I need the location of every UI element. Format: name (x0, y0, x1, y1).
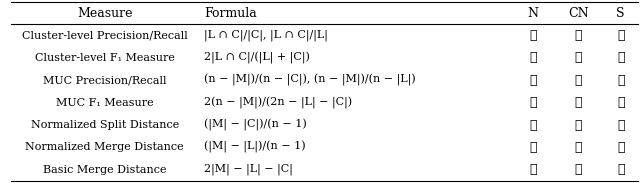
Text: ✗: ✗ (575, 163, 582, 176)
Text: Cluster-level Precision/Recall: Cluster-level Precision/Recall (22, 31, 188, 41)
Text: (|M| − |L|)/(n − 1): (|M| − |L|)/(n − 1) (204, 141, 305, 153)
Text: Normalized Merge Distance: Normalized Merge Distance (26, 142, 184, 152)
Text: MUC F₁ Measure: MUC F₁ Measure (56, 98, 154, 108)
Text: MUC Precision/Recall: MUC Precision/Recall (43, 75, 166, 85)
Text: 2|L ∩ C|/(|L| + |C|): 2|L ∩ C|/(|L| + |C|) (204, 52, 310, 64)
Text: ✓: ✓ (529, 119, 536, 132)
Text: Normalized Split Distance: Normalized Split Distance (31, 120, 179, 130)
Text: CN: CN (568, 7, 589, 20)
Text: ✗: ✗ (617, 29, 625, 42)
Text: ✓: ✓ (617, 163, 625, 176)
Text: ✗: ✗ (575, 141, 582, 154)
Text: 2(n − |M|)/(2n − |L| − |C|): 2(n − |M|)/(2n − |L| − |C|) (204, 97, 352, 109)
Text: ✗: ✗ (529, 163, 536, 176)
Text: ✗: ✗ (617, 119, 625, 132)
Text: ✗: ✗ (617, 74, 625, 87)
Text: ✓: ✓ (529, 96, 536, 109)
Text: ✗: ✗ (575, 96, 582, 109)
Text: N: N (527, 7, 538, 20)
Text: ✓: ✓ (617, 51, 625, 64)
Text: ✓: ✓ (529, 141, 536, 154)
Text: S: S (616, 7, 625, 20)
Text: ✓: ✓ (529, 29, 536, 42)
Text: ✗: ✗ (575, 119, 582, 132)
Text: ✓: ✓ (617, 96, 625, 109)
Text: (|M| − |C|)/(n − 1): (|M| − |C|)/(n − 1) (204, 119, 307, 131)
Text: Cluster-level F₁ Measure: Cluster-level F₁ Measure (35, 53, 175, 63)
Text: ✗: ✗ (575, 74, 582, 87)
Text: Measure: Measure (77, 7, 132, 20)
Text: ✓: ✓ (529, 74, 536, 87)
Text: |L ∩ C|/|C|, |L ∩ C|/|L|: |L ∩ C|/|C|, |L ∩ C|/|L| (204, 30, 328, 41)
Text: ✗: ✗ (617, 141, 625, 154)
Text: ✓: ✓ (529, 51, 536, 64)
Text: ✗: ✗ (575, 29, 582, 42)
Text: 2|M| − |L| − |C|: 2|M| − |L| − |C| (204, 164, 292, 175)
Text: (n − |M|)/(n − |C|), (n − |M|)/(n − |L|): (n − |M|)/(n − |C|), (n − |M|)/(n − |L|) (204, 74, 415, 86)
Text: ✗: ✗ (575, 51, 582, 64)
Text: Formula: Formula (204, 7, 257, 20)
Text: Basic Merge Distance: Basic Merge Distance (43, 165, 166, 175)
